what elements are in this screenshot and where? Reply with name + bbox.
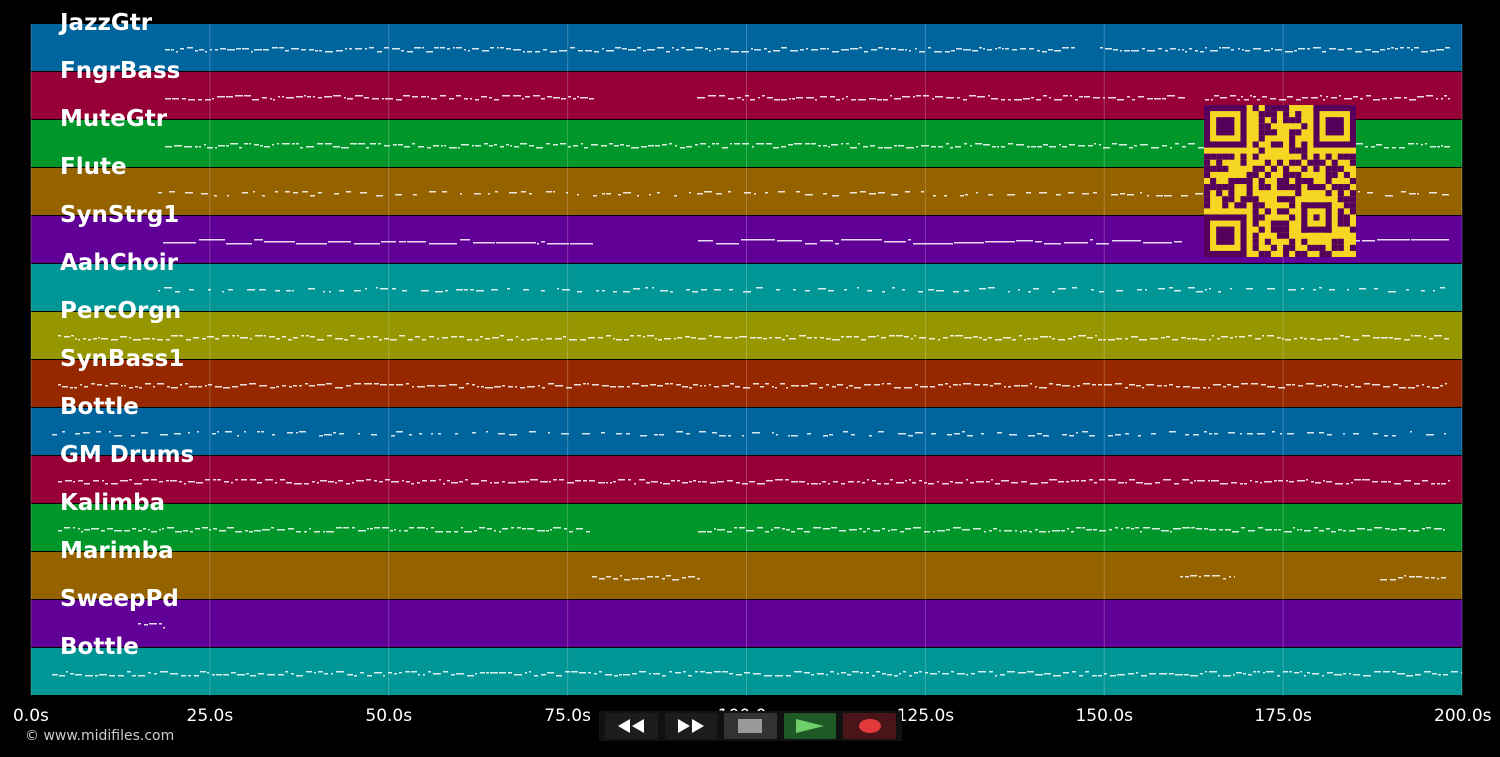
- track-label: Kalimba: [60, 490, 166, 516]
- track-label: JazzGtr: [60, 10, 153, 36]
- record-button[interactable]: [843, 713, 896, 739]
- track-lane[interactable]: [31, 504, 1462, 551]
- time-tick-label: 50.0s: [365, 706, 413, 726]
- copyright-text: © www.midifiles.com: [25, 728, 175, 744]
- time-tick-label: 200.0s: [1434, 706, 1492, 726]
- time-tick-label: 150.0s: [1075, 706, 1134, 726]
- track-lane[interactable]: [31, 360, 1462, 407]
- fast-forward-icon: [677, 719, 704, 733]
- record-icon: [858, 719, 881, 733]
- track-lane[interactable]: [31, 648, 1462, 695]
- track-label: SweepPd: [60, 586, 179, 612]
- track-label: MuteGtr: [60, 106, 168, 132]
- track-label: AahChoir: [60, 250, 178, 276]
- track-label: GM Drums: [60, 442, 195, 468]
- track-label: PercOrgn: [60, 298, 182, 324]
- fast-forward-button[interactable]: [664, 713, 718, 739]
- track-label: SynStrg1: [60, 202, 180, 228]
- track-label: Flute: [60, 154, 127, 180]
- rewind-icon: [618, 719, 645, 733]
- note-group: [165, 95, 1450, 101]
- track-lane[interactable]: [31, 552, 1462, 599]
- time-tick-label: 75.0s: [544, 706, 591, 726]
- track-lane[interactable]: [31, 408, 1462, 455]
- time-tick-label: 0.0s: [13, 706, 49, 726]
- track-label: Bottle: [60, 634, 139, 660]
- note-group: [58, 479, 1450, 485]
- note-group: [592, 575, 1446, 581]
- transport-bar: [599, 711, 902, 741]
- note-group: [52, 431, 1446, 437]
- note-group: [52, 671, 1462, 677]
- stop-button[interactable]: [724, 713, 777, 739]
- stop-icon: [738, 719, 763, 733]
- track-lane[interactable]: [31, 264, 1462, 311]
- track-label: SynBass1: [60, 346, 185, 372]
- qr-code-icon: [1204, 105, 1356, 257]
- note-group: [165, 47, 1450, 53]
- note-group: [158, 191, 1449, 197]
- time-tick-label: 175.0s: [1254, 706, 1312, 726]
- note-group: [58, 527, 1445, 533]
- note-group: [58, 335, 1449, 341]
- track-lane[interactable]: [31, 312, 1462, 359]
- note-group: [58, 383, 1447, 389]
- track-label: FngrBass: [60, 58, 181, 84]
- qr-code[interactable]: [1204, 105, 1356, 257]
- note-group: [158, 287, 1445, 293]
- play-button[interactable]: [783, 713, 837, 739]
- track-lane[interactable]: [31, 600, 1462, 647]
- note-group: [163, 239, 1449, 245]
- time-tick-label: 125.0s: [896, 706, 955, 726]
- rewind-button[interactable]: [605, 713, 658, 739]
- track-label: Marimba: [60, 538, 174, 564]
- track-label: Bottle: [60, 394, 139, 420]
- play-icon: [796, 719, 825, 733]
- note-group: [138, 623, 165, 629]
- time-tick-label: 25.0s: [186, 706, 234, 726]
